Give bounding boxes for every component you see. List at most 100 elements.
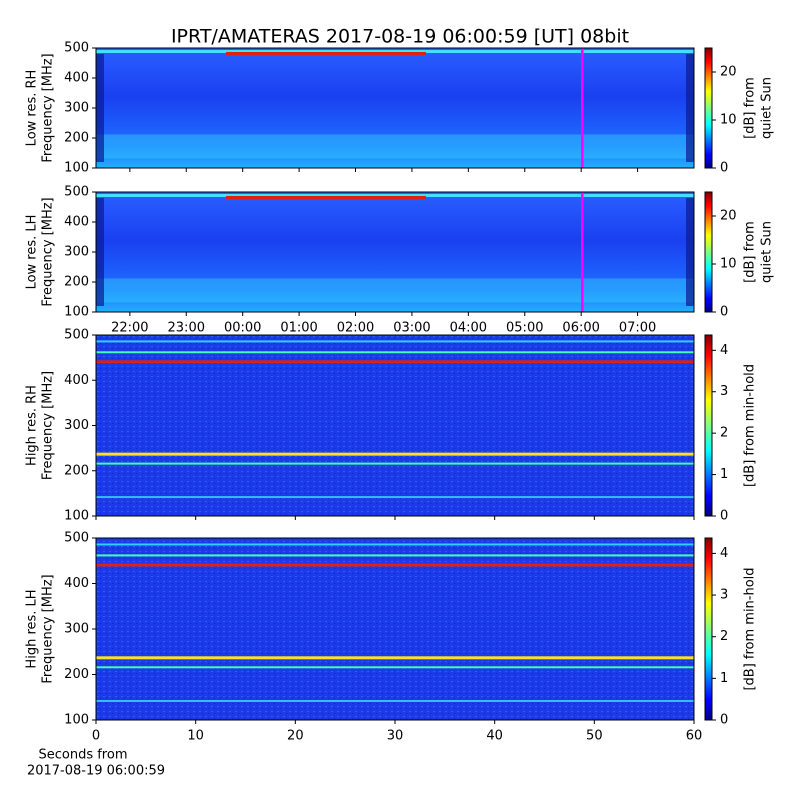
spectrogram-band — [96, 699, 694, 702]
spectrogram-band — [226, 52, 426, 55]
colorbar-tick-label: 3 — [720, 588, 728, 603]
spectrogram-band — [226, 196, 426, 199]
y-tick-label: 200 — [64, 463, 89, 478]
x-tick-label: 20 — [287, 729, 304, 744]
spectrogram-band — [96, 543, 694, 546]
y-axis-label: Frequency [MHz] — [41, 197, 56, 306]
spectrogram-edge — [96, 54, 104, 162]
y-tick-label: 400 — [64, 576, 89, 591]
x-tick-label: 06:00 — [562, 321, 599, 336]
x-tick-label: 05:00 — [506, 321, 543, 336]
colorbar-label: quiet Sun — [760, 221, 775, 283]
spectrogram-band — [96, 554, 694, 557]
y-tick-label: 500 — [64, 185, 89, 200]
figure-title: IPRT/AMATERAS 2017-08-19 06:00:59 [UT] 0… — [171, 26, 629, 48]
colorbar-tick-label: 0 — [720, 305, 728, 320]
colorbar-tick-label: 10 — [720, 257, 737, 272]
colorbar — [704, 334, 713, 517]
colorbar-tick-label: 3 — [720, 384, 728, 399]
spectrogram-band — [96, 462, 694, 465]
spectrogram-edge — [96, 198, 104, 306]
y-axis-label: Low res. RH — [25, 70, 40, 147]
x-tick-label: 07:00 — [619, 321, 656, 336]
spectrogram — [96, 538, 694, 720]
spectrogram-band — [96, 340, 694, 343]
colorbar-label: [dB] from — [743, 221, 758, 283]
x-tick-label: 30 — [387, 729, 404, 744]
colorbar-label: [dB] from min-hold — [743, 567, 758, 690]
y-tick-label: 400 — [64, 71, 89, 86]
y-tick-label: 300 — [64, 418, 89, 433]
spectrogram-band — [96, 496, 694, 499]
y-tick-label: 300 — [64, 245, 89, 260]
colorbar-tick-label: 20 — [720, 65, 737, 80]
x-tick-label: 03:00 — [393, 321, 430, 336]
y-tick-label: 400 — [64, 215, 89, 230]
x-tick-label: 10 — [187, 729, 204, 744]
y-tick-label: 500 — [64, 531, 89, 546]
colorbar-tick-label: 10 — [720, 113, 737, 128]
spectrogram-band — [96, 351, 694, 354]
y-tick-label: 500 — [64, 41, 89, 56]
colorbar-tick-label: 20 — [720, 209, 737, 224]
x-tick-label: 04:00 — [450, 321, 487, 336]
colorbar-label: quiet Sun — [760, 77, 775, 139]
x-tick-label: 22:00 — [111, 321, 148, 336]
y-axis-label: Frequency [MHz] — [41, 53, 56, 162]
colorbar — [704, 191, 713, 313]
spectrogram-band — [96, 278, 694, 303]
colorbar — [704, 537, 713, 721]
x-axis-label: 2017-08-19 06:00:59 — [27, 764, 165, 779]
spectrogram-band — [96, 50, 694, 53]
spectrogram-edge — [686, 198, 694, 306]
colorbar-tick-label: 1 — [720, 671, 728, 686]
spectrogram-band — [96, 666, 694, 669]
y-tick-label: 100 — [64, 713, 89, 728]
x-tick-label: 01:00 — [280, 321, 317, 336]
colorbar-tick-label: 2 — [720, 629, 728, 644]
colorbar-tick-label: 0 — [720, 509, 728, 524]
y-axis-label: Frequency [MHz] — [41, 574, 56, 683]
x-tick-label: 02:00 — [337, 321, 374, 336]
colorbar-label: [dB] from min-hold — [743, 364, 758, 487]
colorbar-tick-label: 0 — [720, 713, 728, 728]
y-axis-label: High res. RH — [25, 385, 40, 466]
spectrogram-band — [96, 656, 694, 660]
colorbar-tick-label: 0 — [720, 161, 728, 176]
y-axis-label: Frequency [MHz] — [41, 371, 56, 480]
y-tick-label: 500 — [64, 328, 89, 343]
colorbar — [704, 47, 713, 169]
y-tick-label: 300 — [64, 622, 89, 637]
y-axis-label: Low res. LH — [25, 215, 40, 290]
spectrogram-band — [96, 452, 694, 456]
x-tick-label: 23:00 — [168, 321, 205, 336]
spectrogram-band — [96, 194, 694, 197]
colorbar-label: [dB] from — [743, 77, 758, 139]
x-tick-label: 40 — [486, 729, 503, 744]
panel: 100 200 300 400 500 High res. RH Frequency [MH… — [25, 328, 758, 524]
y-tick-label: 200 — [64, 275, 89, 290]
x-tick-label: 50 — [586, 729, 603, 744]
spectrogram — [96, 335, 694, 516]
spectrogram-band — [96, 563, 694, 567]
y-tick-label: 300 — [64, 101, 89, 116]
spectrogram-edge — [686, 54, 694, 162]
y-tick-label: 100 — [64, 305, 89, 320]
spectrogram-band — [96, 134, 694, 159]
y-tick-label: 200 — [64, 131, 89, 146]
colorbar-tick-label: 1 — [720, 467, 728, 482]
y-tick-label: 200 — [64, 667, 89, 682]
x-tick-label: 0 — [92, 729, 100, 744]
y-tick-label: 100 — [64, 161, 89, 176]
x-tick-label: 60 — [686, 729, 703, 744]
colorbar-tick-label: 4 — [720, 343, 728, 358]
x-axis-label: Seconds from — [38, 748, 127, 763]
spectrogram-band — [96, 360, 694, 364]
y-tick-label: 100 — [64, 509, 89, 524]
x-tick-label: 00:00 — [224, 321, 261, 336]
y-tick-label: 400 — [64, 373, 89, 388]
colorbar-tick-label: 2 — [720, 426, 728, 441]
